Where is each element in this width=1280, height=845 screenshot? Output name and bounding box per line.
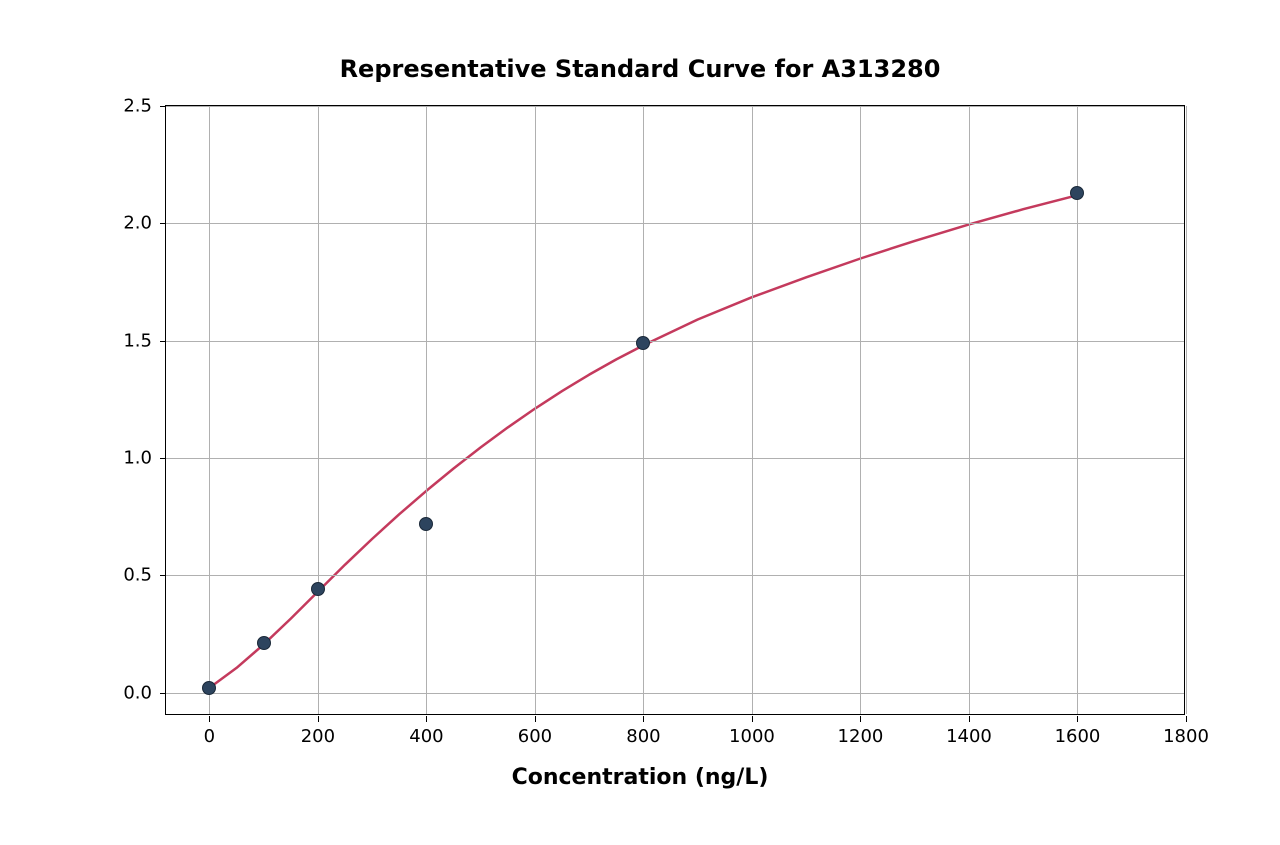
x-tick (535, 716, 536, 722)
x-tick (752, 716, 753, 722)
x-tick-label: 1400 (946, 726, 992, 747)
grid-line-horizontal (166, 693, 1184, 694)
x-tick (860, 716, 861, 722)
grid-line-vertical (643, 106, 644, 714)
y-tick (160, 341, 166, 342)
chart-container: Representative Standard Curve for A31328… (0, 0, 1280, 845)
x-tick-label: 200 (301, 726, 335, 747)
x-tick-label: 400 (409, 726, 443, 747)
x-tick (643, 716, 644, 722)
x-tick-label: 1800 (1163, 726, 1209, 747)
plot-area: 0200400600800100012001400160018000.00.51… (165, 105, 1185, 715)
grid-line-vertical (860, 106, 861, 714)
data-point (202, 681, 216, 695)
y-tick (160, 458, 166, 459)
grid-line-vertical (969, 106, 970, 714)
grid-line-vertical (318, 106, 319, 714)
y-tick-label: 0.5 (123, 565, 152, 586)
y-tick-label: 2.5 (123, 96, 152, 117)
x-tick (209, 716, 210, 722)
y-tick-label: 2.0 (123, 213, 152, 234)
grid-line-vertical (426, 106, 427, 714)
fitted-curve (166, 106, 1186, 716)
grid-line-vertical (209, 106, 210, 714)
data-point (1070, 186, 1084, 200)
y-tick (160, 575, 166, 576)
y-tick (160, 693, 166, 694)
chart-title: Representative Standard Curve for A31328… (0, 55, 1280, 83)
grid-line-horizontal (166, 458, 1184, 459)
y-tick (160, 106, 166, 107)
grid-line-horizontal (166, 223, 1184, 224)
grid-line-horizontal (166, 575, 1184, 576)
data-point (419, 517, 433, 531)
x-tick (318, 716, 319, 722)
x-tick-label: 1200 (838, 726, 884, 747)
x-axis-label: Concentration (ng/L) (0, 765, 1280, 790)
x-tick-label: 1600 (1055, 726, 1101, 747)
grid-line-horizontal (166, 341, 1184, 342)
grid-line-horizontal (166, 106, 1184, 107)
x-tick (426, 716, 427, 722)
x-tick-label: 0 (204, 726, 215, 747)
x-tick-label: 600 (518, 726, 552, 747)
y-tick-label: 1.0 (123, 447, 152, 468)
x-tick-label: 1000 (729, 726, 775, 747)
grid-line-vertical (1186, 106, 1187, 714)
data-point (636, 336, 650, 350)
y-tick-label: 0.0 (123, 682, 152, 703)
x-tick (1186, 716, 1187, 722)
grid-line-vertical (752, 106, 753, 714)
x-tick-label: 800 (626, 726, 660, 747)
y-tick-label: 1.5 (123, 330, 152, 351)
grid-line-vertical (535, 106, 536, 714)
data-point (257, 636, 271, 650)
data-point (311, 582, 325, 596)
x-tick (969, 716, 970, 722)
y-tick (160, 223, 166, 224)
x-tick (1077, 716, 1078, 722)
